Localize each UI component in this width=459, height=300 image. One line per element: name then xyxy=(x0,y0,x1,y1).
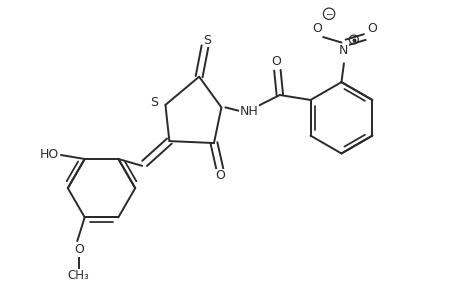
Text: CH₃: CH₃ xyxy=(68,269,90,282)
Text: −: − xyxy=(325,9,332,18)
Text: S: S xyxy=(203,34,211,46)
Text: NH: NH xyxy=(239,105,258,118)
Text: O: O xyxy=(312,22,321,35)
Text: O: O xyxy=(366,22,376,35)
Text: S: S xyxy=(150,96,158,109)
Text: O: O xyxy=(214,169,224,182)
Text: N: N xyxy=(338,44,348,57)
Text: O: O xyxy=(271,55,281,68)
Text: O: O xyxy=(73,243,84,256)
Text: HO: HO xyxy=(39,148,58,160)
